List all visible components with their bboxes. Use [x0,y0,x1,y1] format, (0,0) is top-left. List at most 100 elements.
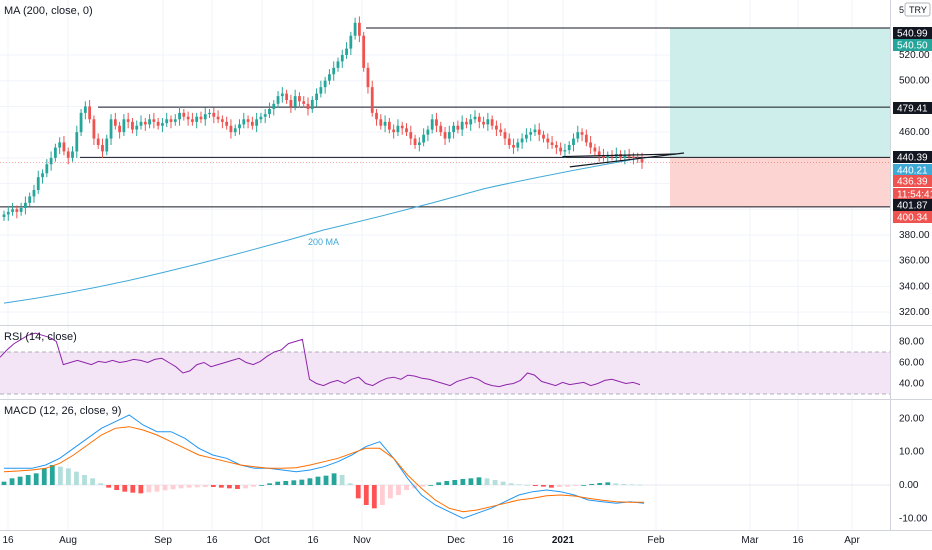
scale-badge[interactable]: 5 [899,5,904,15]
candle-body [105,138,109,152]
macd-histogram-bar [49,465,55,485]
candle-body [259,116,263,120]
macd-histogram-bar [637,484,643,486]
macd-histogram-bar [202,485,208,487]
candle-body [268,109,271,115]
macd-histogram-bar [41,468,47,485]
main-y-tick-label: 380.00 [899,230,930,241]
candle-body [400,125,404,129]
candle-body [520,138,524,143]
candle-body [88,106,92,120]
macd-y-tick-label: 0.00 [899,480,919,491]
candle-body [11,209,14,212]
time-tick-label: 16 [792,535,804,546]
macd-histogram-bar [388,485,393,499]
candle-body [2,214,6,217]
candle-body [439,125,443,133]
macd-histogram-bar [524,485,530,486]
candle-body [349,35,353,49]
candle-body [495,125,498,130]
candle-body [45,164,49,174]
price-label-tag [893,211,932,223]
candle-body [276,96,280,104]
macd-histogram-bar [170,485,176,490]
rsi-y-tick-label: 60.00 [899,358,924,369]
candle-body [156,121,160,126]
candle-body [113,119,117,126]
candle-body [477,116,481,122]
macd-histogram-bar [565,485,570,487]
macd-histogram-bar [25,475,31,485]
candle-body [529,132,533,135]
candle-body [58,142,62,148]
candle-body [118,125,122,133]
macd-histogram-bar [162,485,168,491]
candle-body [310,100,314,109]
rsi-y-tick-label: 40.00 [899,379,924,390]
macd-histogram-bar [540,485,546,487]
candle-body [109,119,113,139]
candle-body [28,196,32,203]
ma-annotation: 200 MA [308,237,339,247]
rsi-pane [0,332,890,395]
candle-body [546,138,550,143]
macd-histogram-bar [90,478,95,485]
candle-body [417,142,421,145]
price-label-tag [893,164,932,176]
macd-histogram-bar [106,485,112,488]
candle-body [96,138,100,145]
macd-pane-title[interactable]: MACD (12, 26, close, 9) [4,405,121,417]
currency-badge[interactable]: TRY [904,2,931,17]
candle-body [41,173,44,178]
candle-body [456,125,460,130]
candle-body [263,114,267,117]
candle-body [246,119,250,122]
candle-body [319,87,323,94]
pane-separators[interactable] [0,0,932,531]
time-tick-label: Oct [254,535,270,546]
macd-histogram-bar [33,473,39,485]
macd-histogram-bar [597,483,603,485]
price-label-tag [893,27,932,39]
signal-line [3,426,644,513]
horizontal-levels [0,27,890,208]
macd-histogram-bar [82,475,87,485]
main-pane-title[interactable]: MA (200, close, 0) [4,5,93,17]
stop-zone [670,157,890,207]
target-zone [670,28,890,158]
rsi-pane-title[interactable]: RSI (14, close) [4,331,77,343]
candle-body [606,155,610,158]
macd-histogram-bar [573,485,578,486]
candle-body [340,55,344,62]
macd-histogram-bar [130,485,136,493]
main-y-tick-label: 460.00 [899,127,930,138]
macd-histogram-bar [146,485,152,493]
price-label-text: 479.41 [897,104,928,115]
macd-histogram-bar [243,485,248,489]
price-label-tag [893,199,932,211]
macd-histogram-bar [557,485,562,487]
price-label-tag [893,151,932,163]
candle-body [465,121,468,125]
candle-body [426,129,430,135]
candle-body [580,132,584,135]
candle-body [559,147,563,152]
candle-body [627,155,631,157]
candle-body [593,147,597,152]
wedge-trendlines [562,152,685,168]
candle-body [122,119,126,133]
candle-body [379,119,383,126]
time-axis[interactable]: 16 Aug Sep 16 Oct 16 Nov Dec 16 2021 Feb Mar 16 Apr [2,535,860,546]
candle-body [126,119,130,122]
price-label-text: 11:54:41 [897,190,932,201]
main-y-tick-label: 500.00 [899,76,930,87]
macd-histogram-bar [492,480,498,485]
candle-body [619,154,622,158]
macd-histogram-bar [259,485,265,486]
price-axis[interactable]: 320.00340.00360.00380.00420.00460.00480.… [893,27,932,524]
macd-histogram-bar [178,485,184,489]
macd-histogram-bar [275,481,281,485]
risk-reward-zones [670,28,890,207]
candle-body [83,106,87,113]
